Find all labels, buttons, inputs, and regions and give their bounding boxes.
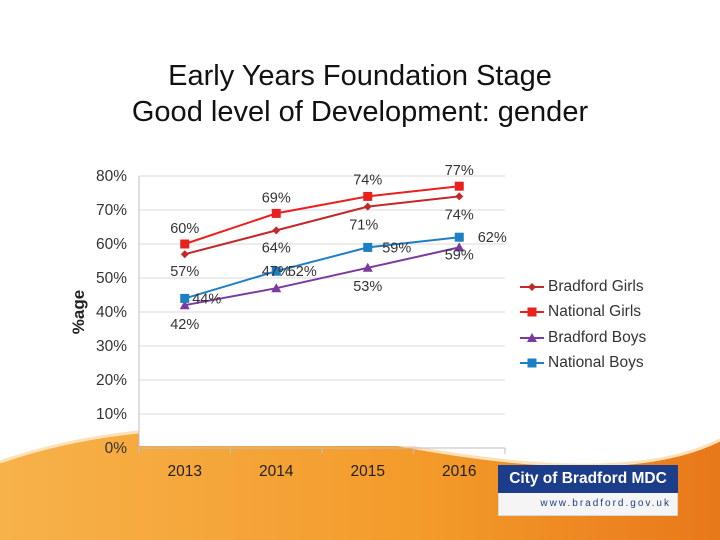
y-tick-label: 20% xyxy=(96,372,127,389)
national-boys-point xyxy=(180,293,190,303)
legend-label: Bradford Girls xyxy=(548,277,644,295)
x-tick-label: 2016 xyxy=(442,463,476,480)
bradford-girls-point xyxy=(272,226,281,235)
national-boys-point xyxy=(363,242,373,252)
y-tick-label: 10% xyxy=(96,406,127,423)
legend-label: National Boys xyxy=(548,354,644,372)
bradford-boys-point xyxy=(454,242,465,252)
national-girls-point xyxy=(271,208,281,218)
bradford-girls-line xyxy=(184,195,460,256)
data-label: 77% xyxy=(445,163,474,179)
national-girls-point xyxy=(527,307,537,317)
bradford-boys-line xyxy=(184,246,460,307)
y-tick-label: 80% xyxy=(96,168,127,185)
x-tick-label: 2013 xyxy=(168,463,202,480)
brand-url: www.bradford.gov.uk xyxy=(498,493,678,516)
legend-swatch xyxy=(520,307,544,317)
bradford-girls-point xyxy=(363,202,372,211)
national-girls-line xyxy=(184,185,460,245)
y-tick-label: 40% xyxy=(96,304,127,321)
data-label: 44% xyxy=(192,291,221,307)
legend-item: Bradford Girls xyxy=(520,274,646,300)
bradford-boys-point xyxy=(527,332,537,342)
legend: Bradford Girls National Girls Bradford Boy… xyxy=(520,274,646,376)
legend-item: National Girls xyxy=(520,300,646,326)
data-label: 69% xyxy=(262,190,291,206)
legend-item: National Boys xyxy=(520,351,646,377)
legend-item: Bradford Boys xyxy=(520,325,646,351)
legend-swatch xyxy=(520,332,544,342)
data-label: 47% xyxy=(262,264,291,280)
legend-swatch xyxy=(520,282,544,291)
data-label: 57% xyxy=(170,264,199,280)
data-label: 74% xyxy=(353,172,382,188)
title-line-2: Good level of Development: gender xyxy=(131,96,589,128)
data-label: 52% xyxy=(288,264,317,280)
bradford-girls-point xyxy=(455,192,464,201)
legend-label: Bradford Boys xyxy=(548,328,647,346)
national-boys-point xyxy=(527,358,537,368)
y-tick-label: 30% xyxy=(96,338,127,355)
y-axis-label: %age xyxy=(69,290,88,334)
national-girls-point xyxy=(454,181,464,191)
data-label: 64% xyxy=(262,240,291,256)
data-label: 59% xyxy=(382,240,411,256)
bradford-boys-point xyxy=(179,300,190,310)
legend-swatch xyxy=(520,358,544,368)
x-tick-label: 2015 xyxy=(351,463,385,480)
data-label: 53% xyxy=(353,279,382,295)
y-tick-label: 50% xyxy=(96,270,127,287)
title-line-1: Early Years Foundation Stage xyxy=(168,60,552,92)
bradford-girls-point xyxy=(180,250,189,259)
y-tick-label: 70% xyxy=(96,202,127,219)
bradford-boys-point xyxy=(362,262,373,272)
national-girls-point xyxy=(180,239,190,249)
data-label: 60% xyxy=(170,221,199,237)
brand-name: City of Bradford MDC xyxy=(498,465,678,493)
data-label: 74% xyxy=(445,207,474,223)
bradford-girls-point xyxy=(528,282,536,291)
data-label: 42% xyxy=(170,317,199,333)
y-tick-label: 0% xyxy=(105,440,128,457)
national-boys-point xyxy=(271,266,281,276)
data-label: 71% xyxy=(349,218,378,234)
x-tick-label: 2014 xyxy=(259,463,294,480)
y-tick-label: 60% xyxy=(96,236,127,253)
legend-label: National Girls xyxy=(548,303,642,321)
national-girls-point xyxy=(363,191,373,201)
bradford-boys-point xyxy=(271,283,282,293)
data-label: 62% xyxy=(478,230,507,246)
national-boys-point xyxy=(454,232,464,242)
national-boys-line xyxy=(184,236,460,300)
chart-title: Early Years Foundation Stage Good level … xyxy=(0,58,720,130)
city-of-bradford-logo: City of Bradford MDC www.bradford.gov.uk xyxy=(498,465,678,517)
data-label: 59% xyxy=(445,247,474,263)
